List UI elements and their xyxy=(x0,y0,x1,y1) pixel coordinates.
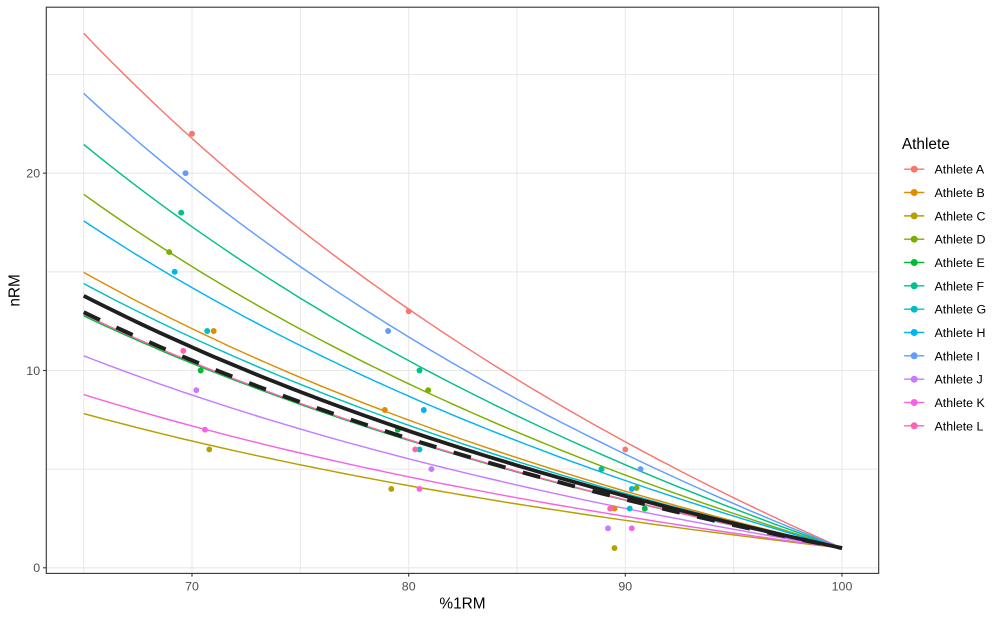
svg-text:Athlete L: Athlete L xyxy=(935,419,984,433)
svg-text:0: 0 xyxy=(33,561,40,575)
svg-text:Athlete K: Athlete K xyxy=(935,396,986,410)
svg-text:Athlete E: Athlete E xyxy=(935,256,985,270)
svg-text:Athlete B: Athlete B xyxy=(935,186,985,200)
svg-text:20: 20 xyxy=(26,167,40,181)
svg-text:Athlete G: Athlete G xyxy=(935,303,987,317)
svg-text:80: 80 xyxy=(402,579,416,593)
svg-text:90: 90 xyxy=(618,579,632,593)
svg-text:%1RM: %1RM xyxy=(439,595,485,612)
svg-text:nRM: nRM xyxy=(6,274,23,307)
svg-text:Athlete F: Athlete F xyxy=(935,279,985,293)
svg-text:Athlete C: Athlete C xyxy=(935,209,986,223)
svg-text:Athlete H: Athlete H xyxy=(935,326,986,340)
svg-text:Athlete A: Athlete A xyxy=(935,163,985,177)
svg-text:Athlete D: Athlete D xyxy=(935,233,986,247)
svg-text:10: 10 xyxy=(26,364,40,378)
svg-text:100: 100 xyxy=(832,579,853,593)
svg-text:Athlete J: Athlete J xyxy=(935,373,983,387)
svg-text:Athlete I: Athlete I xyxy=(935,349,980,363)
svg-text:Athlete: Athlete xyxy=(902,136,950,153)
svg-text:70: 70 xyxy=(185,579,199,593)
